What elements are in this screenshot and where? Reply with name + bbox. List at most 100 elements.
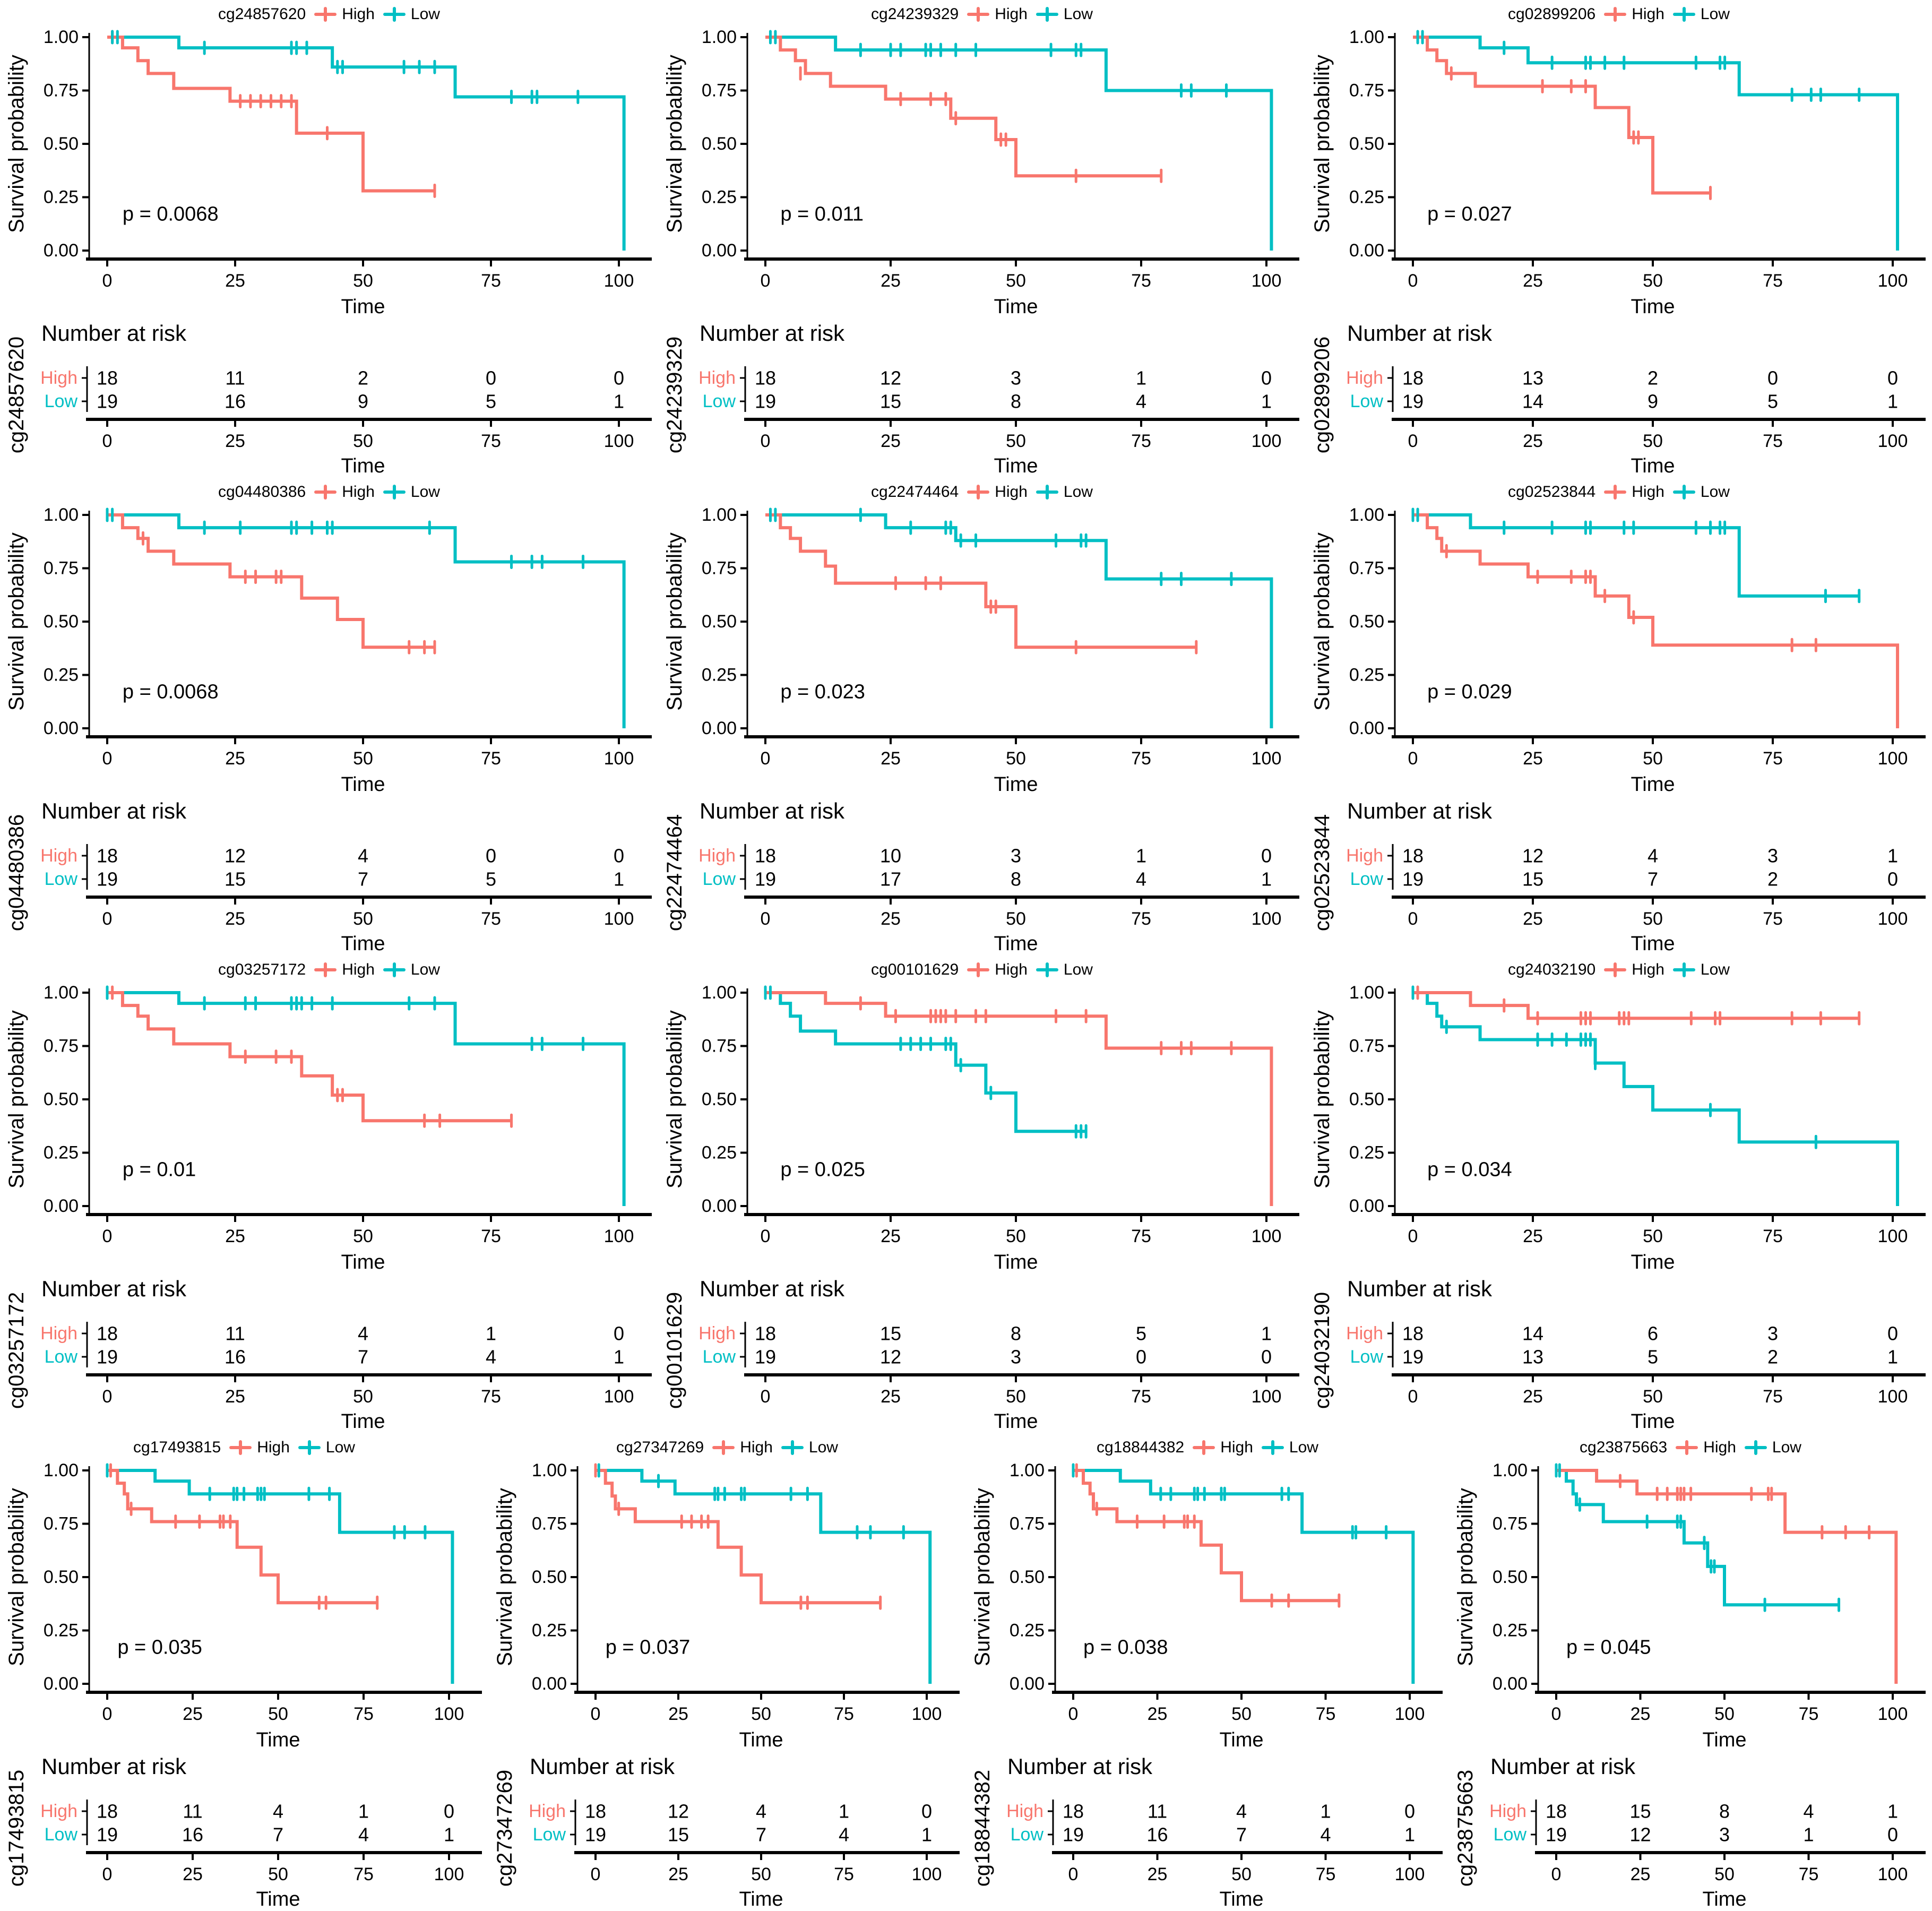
risk-x-tick-label: 100	[1878, 1864, 1908, 1884]
km-panel-cg22474464: cg22474464 High Low 1.00 0.75 0.50 0.25 0.00 Sur…	[658, 478, 1306, 956]
y-tick-label: 0.25	[702, 187, 737, 208]
risk-row-label-high: High	[40, 1801, 77, 1821]
censor-marks-high	[859, 996, 1233, 1056]
risk-count-low: 4	[1320, 1824, 1331, 1846]
x-tick-label: 0	[1551, 1704, 1562, 1724]
km-panel-cg02899206: cg02899206 High Low 1.00 0.75 0.50 0.25 0.00 Sur…	[1306, 0, 1932, 478]
x-tick-label: 100	[604, 748, 634, 769]
risk-count-low: 12	[880, 1346, 901, 1368]
censor-marks-high	[1450, 66, 1712, 200]
risk-count-low: 5	[1767, 391, 1778, 412]
figure-row-4: cg17493815 High Low 1.00 0.75 0.50 0.25 0.00 Sur…	[0, 1433, 1932, 1911]
survival-curve-low	[107, 513, 626, 728]
legend-low-label: Low	[808, 1439, 838, 1456]
y-tick-label: 1.00	[1349, 506, 1384, 525]
risk-x-tick-label: 0	[761, 909, 771, 929]
legend-high-label: High	[1632, 961, 1664, 978]
x-tick-label: 100	[604, 1226, 634, 1246]
km-panel-cg02523844: cg02523844 High Low 1.00 0.75 0.50 0.25 0.00 Sur…	[1306, 478, 1932, 956]
survival-curve-low	[1413, 513, 1859, 598]
km-panel-cg04480386: cg04480386 High Low 1.00 0.75 0.50 0.25 0.00 Sur…	[0, 478, 658, 956]
risk-count-high: 1	[1887, 1801, 1898, 1822]
risk-count-high: 4	[273, 1801, 283, 1822]
risk-count-high: 1	[839, 1801, 849, 1822]
survival-curve-low	[107, 1469, 454, 1684]
km-panel-cg03257172: cg03257172 High Low 1.00 0.75 0.50 0.25 0.00 Sur…	[0, 956, 658, 1433]
risk-x-axis-title: Time	[1702, 1888, 1746, 1910]
risk-count-high: 12	[225, 845, 246, 867]
risk-row-label-high: High	[698, 846, 736, 866]
risk-row-label-high: High	[1346, 1323, 1383, 1344]
legend-item-low: Low	[1744, 1439, 1801, 1457]
risk-x-tick-label: 50	[1006, 909, 1026, 929]
y-tick-label: 1.00	[1493, 1462, 1528, 1480]
panel-title: cg24032190	[1508, 961, 1596, 978]
censor-marks-low	[597, 1463, 905, 1540]
risk-x-tick-label: 100	[604, 1387, 634, 1407]
censor-marks-high	[109, 1463, 379, 1610]
legend-item-low: Low	[781, 1439, 838, 1457]
risk-table-title: Number at risk	[41, 1754, 187, 1779]
y-tick-label: 0.50	[1493, 1567, 1528, 1587]
legend-high-label: High	[342, 5, 375, 23]
panel-title: cg04480386	[218, 483, 306, 501]
x-tick-label: 50	[353, 271, 373, 291]
risk-x-tick-label: 50	[1714, 1864, 1735, 1884]
risk-x-tick-label: 25	[1631, 1864, 1651, 1884]
risk-count-high: 0	[614, 367, 624, 389]
km-panel-cg00101629: cg00101629 High Low 1.00 0.75 0.50 0.25 0.00 Sur…	[658, 956, 1306, 1433]
p-value: p = 0.038	[1083, 1637, 1168, 1659]
risk-count-high: 14	[1522, 1323, 1543, 1345]
rotated-gene-label: cg23875663	[1454, 1770, 1477, 1887]
panel-header: cg04480386 High Low	[0, 478, 658, 506]
x-tick-label: 0	[1068, 1704, 1079, 1724]
panel-header: cg24032190 High Low	[1306, 956, 1932, 984]
x-tick-label: 75	[481, 748, 501, 769]
risk-count-high: 6	[1648, 1323, 1658, 1345]
legend-low-label: Low	[1700, 961, 1730, 978]
censor-marks-high	[1416, 985, 1861, 1026]
risk-x-axis-title: Time	[994, 933, 1038, 955]
risk-count-low: 16	[1146, 1824, 1168, 1846]
risk-count-high: 3	[1011, 845, 1021, 867]
y-axis-label: Survival probability	[5, 1010, 28, 1189]
y-axis-label: Survival probability	[5, 1488, 28, 1666]
legend-high-label: High	[257, 1439, 290, 1456]
y-tick-label: 0.75	[702, 1036, 737, 1056]
y-tick-label: 1.00	[702, 984, 737, 1003]
panel-header: cg24239329 High Low	[658, 0, 1306, 29]
risk-x-tick-label: 50	[1643, 431, 1663, 451]
panel-title: cg02899206	[1508, 5, 1596, 23]
risk-x-tick-label: 100	[1878, 431, 1908, 451]
x-tick-label: 0	[591, 1704, 601, 1724]
risk-count-high: 0	[486, 367, 496, 389]
x-tick-label: 0	[102, 748, 113, 769]
panel-header: cg00101629 High Low	[658, 956, 1306, 984]
risk-count-low: 1	[1887, 391, 1898, 412]
y-tick-label: 1.00	[44, 984, 79, 1003]
risk-count-high: 4	[1803, 1801, 1814, 1822]
risk-count-high: 1	[358, 1801, 369, 1822]
censor-marks-high	[1445, 544, 1817, 652]
risk-count-low: 5	[486, 391, 496, 412]
risk-x-tick-label: 25	[881, 909, 901, 929]
p-value: p = 0.035	[117, 1637, 202, 1659]
risk-x-axis-title: Time	[256, 1888, 300, 1910]
risk-count-high: 13	[1522, 367, 1543, 389]
censor-marks-high	[1618, 1474, 1871, 1540]
survival-curve-low	[107, 36, 626, 251]
risk-x-tick-label: 25	[183, 1864, 203, 1884]
low-plus-icon	[298, 1440, 321, 1455]
survival-curve-high	[107, 1469, 377, 1605]
y-tick-label: 0.50	[1349, 612, 1384, 632]
legend-low-label: Low	[1289, 1439, 1318, 1456]
risk-row-label-low: Low	[1350, 391, 1384, 411]
y-tick-label: 0.50	[44, 1089, 79, 1109]
legend-item-high: High	[712, 1439, 773, 1457]
risk-x-tick-label: 25	[1148, 1864, 1168, 1884]
risk-count-high: 18	[1063, 1801, 1084, 1822]
y-axis-label: Survival probability	[1310, 532, 1334, 711]
risk-x-tick-label: 100	[1252, 1387, 1282, 1407]
risk-count-high: 11	[183, 1801, 202, 1822]
x-axis-title: Time	[1219, 1729, 1263, 1749]
